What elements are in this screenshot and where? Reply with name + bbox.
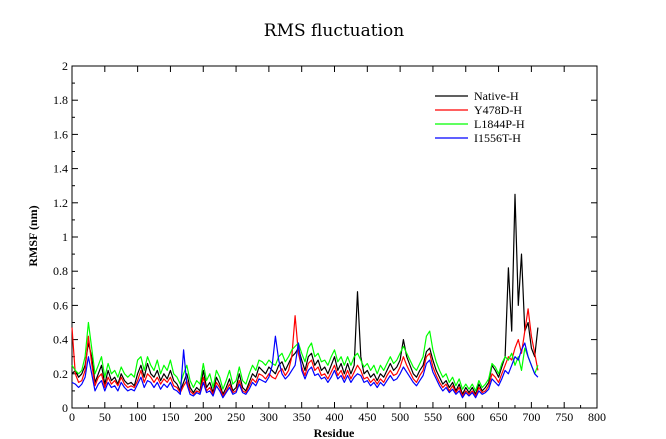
series-line-y478d-h bbox=[71, 308, 539, 397]
y-tick-label: 0 bbox=[62, 401, 68, 415]
legend-label: Native-H bbox=[474, 89, 519, 103]
y-tick-label: 2 bbox=[62, 59, 68, 73]
x-axis-label: Residue bbox=[314, 426, 355, 439]
x-tick-label: 500 bbox=[391, 410, 409, 424]
x-tick-label: 700 bbox=[522, 410, 540, 424]
legend-label: L1844P-H bbox=[474, 117, 525, 131]
x-tick-label: 750 bbox=[555, 410, 573, 424]
y-tick-label: 1.2 bbox=[53, 196, 68, 210]
series-line-native-h bbox=[71, 193, 539, 395]
x-tick-label: 50 bbox=[99, 410, 111, 424]
x-tick-label: 0 bbox=[69, 410, 75, 424]
y-tick-label: 0.4 bbox=[53, 333, 68, 347]
x-tick-label: 150 bbox=[161, 410, 179, 424]
y-tick-label: 0.6 bbox=[53, 298, 68, 312]
series-line-i1556t-h bbox=[71, 335, 539, 399]
x-tick-label: 650 bbox=[490, 410, 508, 424]
y-tick-label: 0.8 bbox=[53, 264, 68, 278]
series-line-l1844p-h bbox=[71, 321, 539, 392]
series-lines bbox=[71, 193, 539, 399]
chart-title: RMS fluctuation bbox=[264, 21, 404, 41]
y-tick-label: 1.8 bbox=[53, 93, 68, 107]
axes: 0 50 100 150 200 250 300 350 400 450 500 550 600 650 7… bbox=[53, 59, 606, 424]
x-tick-label: 350 bbox=[293, 410, 311, 424]
y-tick-label: 0.2 bbox=[53, 367, 68, 381]
y-tick-label: 1.4 bbox=[53, 162, 68, 176]
x-tick-label: 550 bbox=[424, 410, 442, 424]
x-tick-label: 300 bbox=[260, 410, 278, 424]
legend-label: Y478D-H bbox=[474, 103, 522, 117]
x-tick-label: 400 bbox=[326, 410, 344, 424]
x-tick-label: 250 bbox=[227, 410, 245, 424]
x-tick-label: 800 bbox=[588, 410, 606, 424]
y-axis-label: RMSF (nm) bbox=[26, 205, 40, 266]
y-tick-label: 1.6 bbox=[53, 127, 68, 141]
x-tick-label: 600 bbox=[457, 410, 475, 424]
y-tick-label: 1 bbox=[62, 230, 68, 244]
legend-label: I1556T-H bbox=[474, 131, 521, 145]
x-tick-label: 100 bbox=[129, 410, 147, 424]
x-tick-label: 200 bbox=[194, 410, 212, 424]
x-tick-label: 450 bbox=[358, 410, 376, 424]
